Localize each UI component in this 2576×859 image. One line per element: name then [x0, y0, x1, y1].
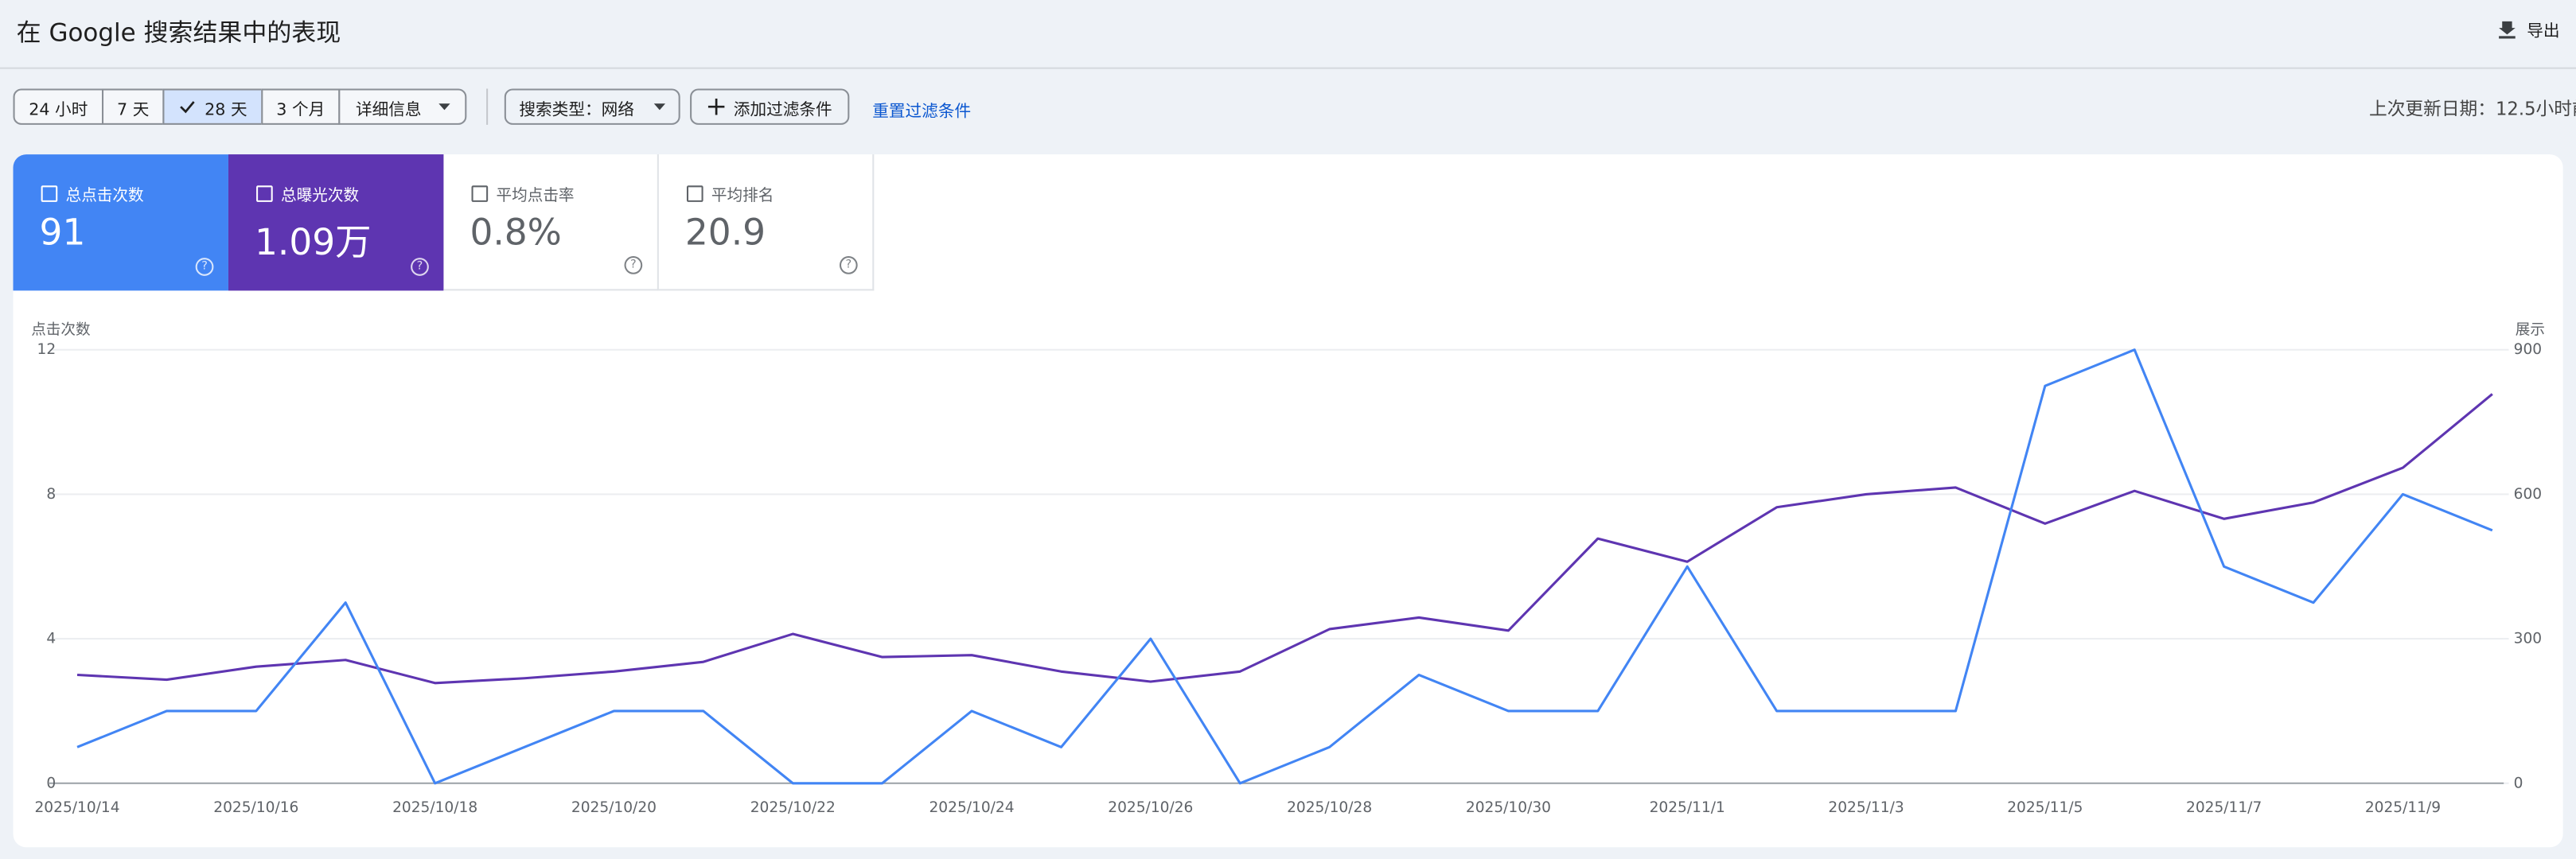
x-tick-label: 2025/10/14	[34, 799, 119, 816]
chart: 点击次数 展示 0 4 8 12 0 300 600 900 2025/10/14 2025/10…	[31, 321, 2545, 816]
x-tick-label: 2025/10/22	[750, 799, 836, 816]
metric-value: 1.09万	[254, 223, 372, 265]
checkbox	[686, 185, 703, 202]
metric-card[interactable]: 总曝光次数 1.09万 ?	[228, 154, 444, 291]
help-icon[interactable]: ?	[195, 258, 214, 276]
search-type-dropdown[interactable]: 搜索类型：网络	[504, 88, 680, 125]
metric-value: 0.8%	[470, 213, 562, 255]
details-label: 详细信息	[355, 100, 422, 119]
reset-filters-link[interactable]: 重置过滤条件	[872, 103, 972, 122]
add-filter-label: 添加过滤条件	[733, 100, 832, 119]
metric-name: 平均排名	[711, 187, 774, 206]
range-button[interactable]: 3 个月	[261, 88, 341, 125]
y-tick-label: 12	[37, 341, 57, 358]
metric-value: 91	[39, 213, 86, 255]
range-button[interactable]: 24 小时	[13, 88, 104, 125]
range-label: 28 天	[205, 100, 247, 119]
range-button-selected[interactable]: 28 天	[162, 88, 263, 125]
details-dropdown[interactable]: 详细信息	[338, 88, 467, 125]
help-icon[interactable]: ?	[411, 258, 429, 276]
check-icon	[179, 101, 194, 114]
last-updated: 上次更新日期：12.5小时前	[2369, 98, 2576, 120]
series-line	[76, 393, 2493, 685]
help-icon[interactable]: ?	[624, 256, 643, 274]
search-type-label: 搜索类型：网络	[519, 100, 634, 119]
metric-label: 总点击次数	[41, 182, 144, 205]
checkbox-checked	[256, 185, 273, 202]
x-tick-label: 2025/11/1	[1650, 799, 1725, 816]
metric-label: 总曝光次数	[256, 182, 359, 205]
y-tick-label: 4	[46, 631, 56, 647]
x-tick-label: 2025/10/30	[1466, 799, 1551, 816]
metric-card[interactable]: 平均排名 20.9 ?	[658, 154, 875, 291]
export-label: 导出	[2527, 22, 2560, 41]
x-tick-label: 2025/10/26	[1108, 799, 1193, 816]
x-tick-label: 2025/10/18	[392, 799, 477, 816]
y2-tick-label: 600	[2514, 486, 2542, 503]
series-line	[76, 348, 2493, 785]
caret	[438, 103, 450, 111]
range-button[interactable]: 7 天	[101, 88, 165, 125]
x-tick-label: 2025/10/16	[213, 799, 298, 816]
separator	[486, 88, 489, 125]
metric-name: 平均点击率	[496, 187, 575, 206]
y-tick-label: 8	[46, 486, 56, 503]
x-tick-label: 2025/10/20	[571, 799, 657, 816]
checkbox-checked	[41, 185, 58, 202]
metric-card[interactable]: 总点击次数 91 ?	[13, 154, 228, 291]
download-icon	[2499, 20, 2516, 38]
y2-tick-label: 300	[2514, 631, 2542, 647]
caret	[653, 103, 666, 111]
y2-tick-label: 900	[2514, 341, 2542, 358]
metric-card[interactable]: 平均点击率 0.8% ?	[443, 154, 659, 291]
checkbox	[471, 185, 489, 202]
page-title: 在 Google 搜索结果中的表现	[16, 17, 341, 48]
x-tick-label: 2025/11/9	[2365, 799, 2441, 816]
metric-name: 总点击次数	[65, 187, 144, 206]
y-axis-title: 点击次数	[31, 321, 91, 338]
x-tick-label: 2025/11/7	[2186, 799, 2262, 816]
add-filter-button[interactable]: 添加过滤条件	[690, 88, 850, 125]
metric-value: 20.9	[684, 213, 766, 255]
x-tick-label: 2025/10/28	[1287, 799, 1372, 816]
metric-label: 平均排名	[686, 182, 774, 206]
help-icon[interactable]: ?	[839, 256, 858, 274]
x-tick-label: 2025/11/3	[1828, 799, 1904, 816]
x-tick-label: 2025/10/24	[929, 799, 1014, 816]
x-tick-label: 2025/11/5	[2007, 799, 2083, 816]
y-tick-label: 0	[46, 775, 56, 791]
export-button[interactable]: 导出	[2497, 17, 2559, 41]
metric-label: 平均点击率	[471, 182, 575, 206]
divider	[0, 67, 2576, 69]
y2-axis-title: 展示	[2516, 321, 2545, 338]
metric-name: 总曝光次数	[281, 187, 360, 206]
y2-tick-label: 0	[2514, 775, 2523, 791]
plus-icon	[707, 98, 724, 115]
